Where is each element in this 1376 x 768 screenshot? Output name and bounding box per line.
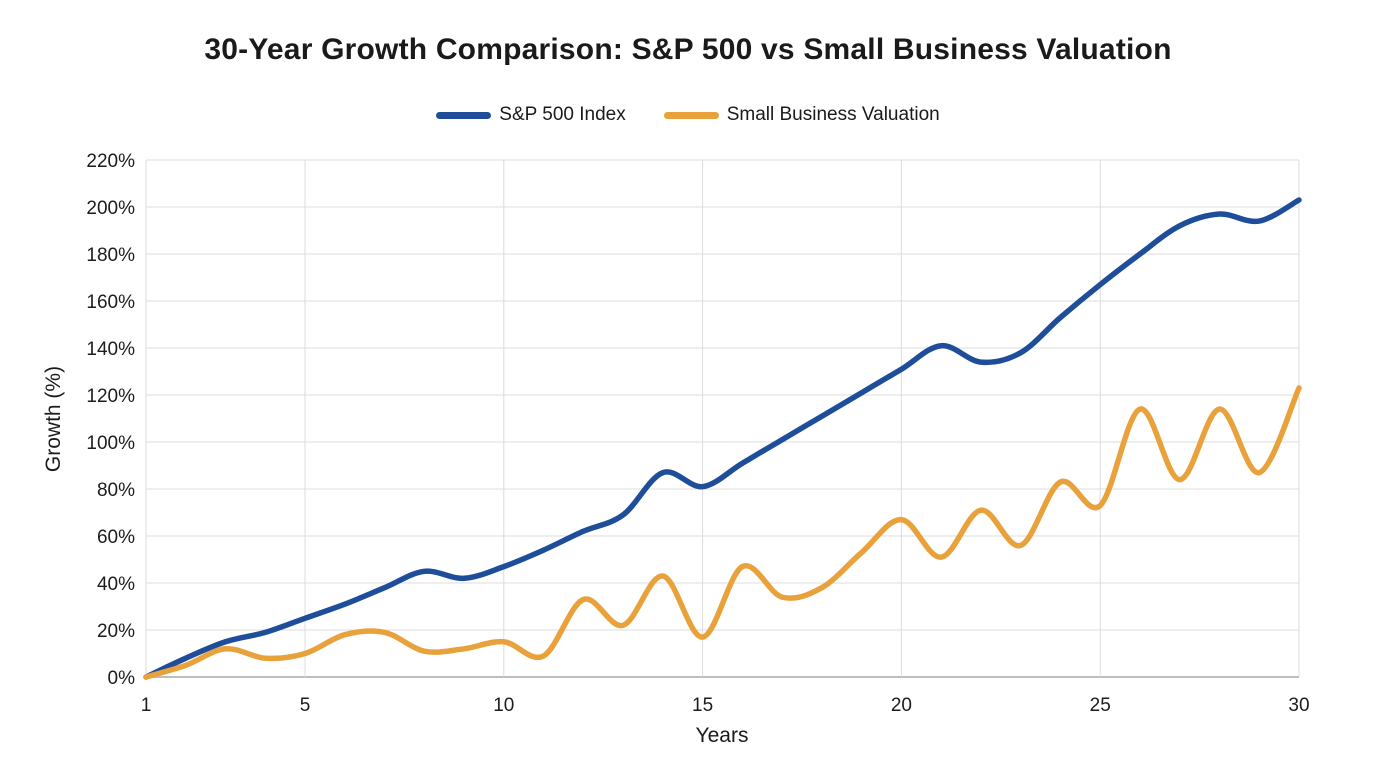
y-tick-label: 140% xyxy=(86,339,135,360)
y-axis-tick-labels: 0% 20% 40% 60% 80% 100% 120% 140% 160% 180% 200% 22… xyxy=(86,151,135,689)
y-tick-label: 0% xyxy=(108,668,136,689)
legend-label-smallbiz: Small Business Valuation xyxy=(726,104,940,125)
legend-item-smallbiz[interactable]: Small Business Valuation xyxy=(663,104,940,126)
x-tick-label: 5 xyxy=(300,695,311,716)
y-tick-label: 80% xyxy=(97,480,135,501)
v-gridlines xyxy=(145,160,1300,677)
legend-swatch-smallbiz-icon xyxy=(663,111,719,119)
y-tick-label: 120% xyxy=(86,386,135,407)
y-tick-label: 160% xyxy=(86,292,135,313)
legend-item-sp500[interactable]: S&P 500 Index xyxy=(436,104,626,126)
legend-swatch-sp500-icon xyxy=(436,111,492,119)
chart-title: 30-Year Growth Comparison: S&P 500 vs Sm… xyxy=(204,33,1172,66)
h-gridlines xyxy=(146,159,1299,678)
y-tick-label: 40% xyxy=(97,574,135,595)
y-tick-label: 200% xyxy=(86,198,135,219)
x-tick-label: 30 xyxy=(1288,695,1309,716)
series-lines xyxy=(143,197,1302,680)
y-tick-label: 100% xyxy=(86,433,135,454)
y-tick-label: 220% xyxy=(86,151,135,172)
x-tick-label: 10 xyxy=(493,695,514,716)
y-tick-label: 60% xyxy=(97,527,135,548)
x-tick-label: 15 xyxy=(692,695,713,716)
legend-label-sp500: S&P 500 Index xyxy=(499,104,626,125)
x-tick-label: 20 xyxy=(891,695,912,716)
series-line-1 xyxy=(143,385,1302,680)
x-tick-label: 25 xyxy=(1090,695,1111,716)
x-axis-title: Years xyxy=(696,724,749,747)
y-axis-title: Growth (%) xyxy=(42,366,65,472)
x-axis-tick-labels: 1 5 10 15 20 25 30 xyxy=(141,695,1310,716)
x-tick-label: 1 xyxy=(141,695,152,716)
series-line-0 xyxy=(143,197,1302,680)
y-tick-label: 20% xyxy=(97,621,135,642)
y-tick-label: 180% xyxy=(86,245,135,266)
legend: S&P 500 Index Small Business Valuation xyxy=(0,104,1376,126)
